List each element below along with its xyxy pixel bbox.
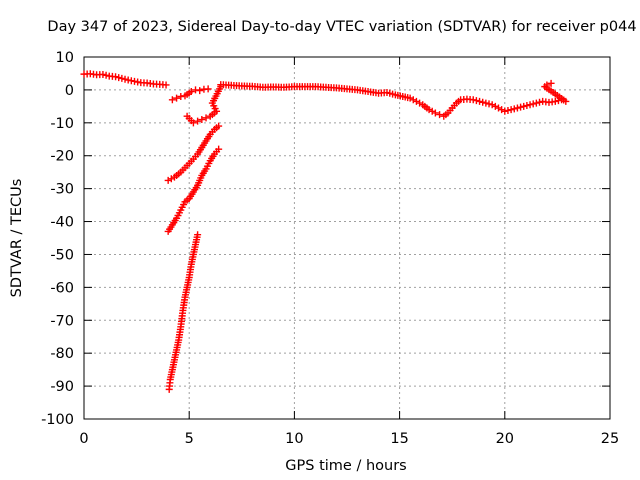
data-point-main: [551, 97, 559, 105]
data-point-main: [173, 94, 181, 102]
data-point-main: [121, 75, 129, 83]
chart-title: Day 347 of 2023, Sidereal Day-to-day VTE…: [47, 19, 636, 35]
data-point-main: [102, 71, 110, 79]
data-point-main: [204, 85, 212, 93]
data-point-main: [112, 73, 120, 81]
y-tick-label: -80: [50, 346, 74, 362]
data-point-main: [517, 103, 525, 111]
data-point-main: [526, 101, 534, 109]
data-point-main: [115, 74, 123, 82]
data-point-main: [431, 109, 439, 117]
x-axis-label: GPS time / hours: [285, 458, 406, 474]
y-tick-label: -70: [50, 313, 74, 329]
data-point-main: [118, 74, 126, 82]
y-tick-label: 0: [65, 83, 74, 99]
plot-frame: [83, 56, 611, 420]
y-tick-label: -10: [50, 116, 74, 132]
data-point-main: [507, 106, 515, 114]
x-tick-label: 0: [79, 431, 88, 447]
x-tick-label: 5: [185, 431, 194, 447]
data-point-main: [196, 87, 204, 95]
data-points: [80, 70, 570, 393]
data-point-main: [485, 100, 493, 108]
data-point-main: [479, 98, 487, 106]
y-tick-label: 10: [56, 50, 74, 66]
x-tick-label: 10: [285, 431, 303, 447]
y-axis-label: SDTVAR / TECUs: [9, 179, 25, 298]
data-point-main: [198, 116, 206, 124]
data-point-main: [529, 100, 537, 108]
y-tick-label: -40: [50, 215, 74, 231]
x-tick-label: 20: [496, 431, 514, 447]
data-point-main: [532, 99, 540, 107]
data-point-main: [476, 97, 484, 105]
data-point-main: [513, 104, 521, 112]
y-tick-label: -60: [50, 280, 74, 296]
data-point-main: [189, 119, 197, 127]
data-point-main: [504, 106, 512, 114]
data-point-main: [543, 81, 551, 89]
x-tick-label: 15: [390, 431, 408, 447]
data-point-main: [168, 96, 176, 104]
data-point-main: [202, 114, 210, 122]
data-point-main: [482, 99, 490, 107]
data-point-arc3: [194, 231, 202, 239]
y-tick-label: -90: [50, 379, 74, 395]
data-point-main: [162, 81, 170, 89]
data-point-main: [187, 88, 195, 96]
x-tick-label: 25: [601, 431, 619, 447]
y-tick-label: -30: [50, 182, 74, 198]
data-point-main: [436, 111, 444, 119]
data-point-main: [523, 102, 531, 110]
data-point-main: [501, 107, 509, 115]
data-point-main: [194, 117, 202, 125]
data-point-main: [99, 70, 107, 78]
data-point-arc2: [215, 145, 223, 153]
data-point-main: [472, 97, 480, 105]
data-point-arc1: [215, 122, 223, 130]
data-point-main: [510, 105, 518, 113]
data-point-main: [547, 79, 555, 87]
data-point-main: [469, 96, 477, 104]
y-tick-label: -50: [50, 247, 74, 263]
data-point-main: [520, 102, 528, 110]
data-point-main: [536, 98, 544, 106]
y-tick-label: -20: [50, 149, 74, 165]
data-point-main: [217, 83, 225, 91]
y-tick-label: -100: [41, 412, 74, 428]
